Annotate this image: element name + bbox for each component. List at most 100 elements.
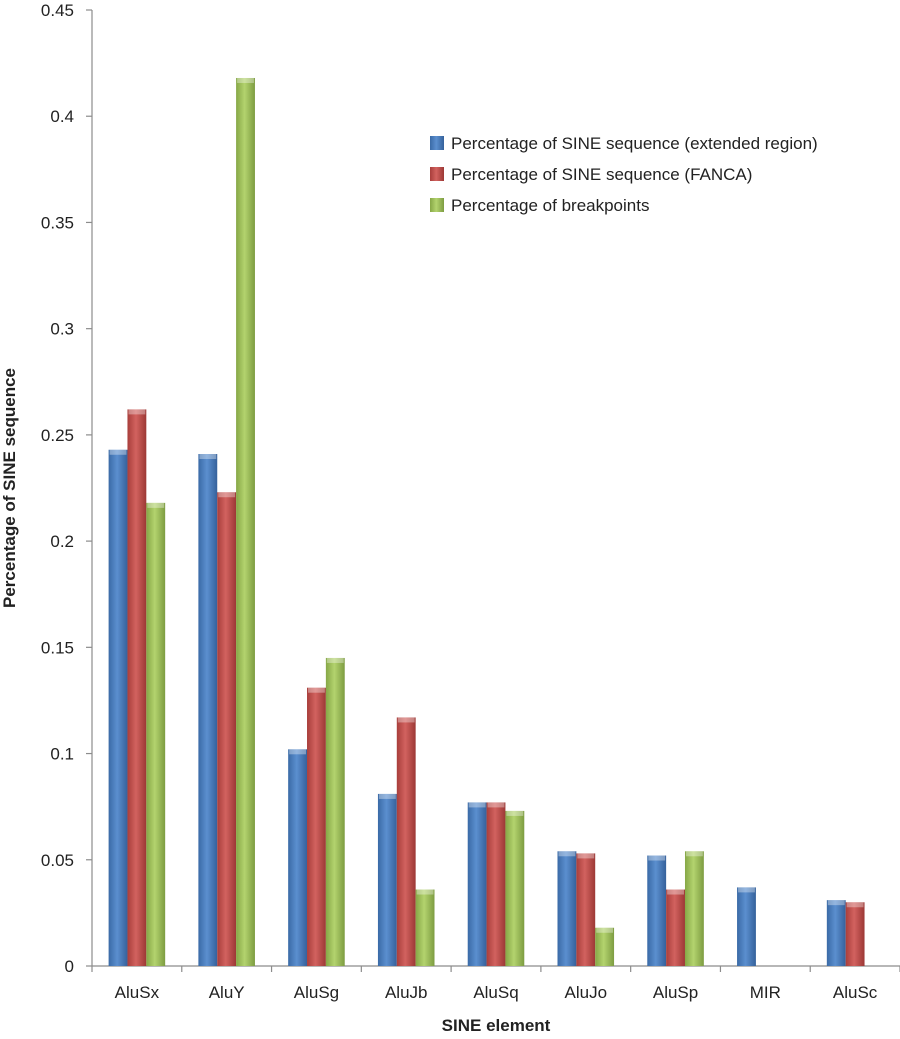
bar-body xyxy=(576,853,596,966)
x-tick-label: AluSg xyxy=(294,983,339,1002)
bar-cap xyxy=(128,409,146,415)
legend-swatch xyxy=(430,136,444,150)
bar-body xyxy=(108,449,128,966)
bar xyxy=(576,853,596,966)
bar xyxy=(396,717,416,966)
bar-cap xyxy=(468,802,486,808)
x-tick-label: AluSp xyxy=(653,983,698,1002)
bar-cap xyxy=(596,927,614,933)
y-tick-label: 0.25 xyxy=(41,426,74,445)
bar-cap xyxy=(685,851,703,857)
y-tick-label: 0.2 xyxy=(50,532,74,551)
bar-cap xyxy=(667,889,684,895)
bar-cap xyxy=(487,802,505,808)
legend-swatch xyxy=(430,167,444,181)
bar-cap xyxy=(308,687,325,693)
bar-body xyxy=(557,851,577,966)
legend-swatch xyxy=(430,198,444,212)
y-ticks: 0 0.05 0.1 0.15 0.2 0.25 0.3 0.35 0.4 0.45 xyxy=(41,1,92,976)
bar xyxy=(127,409,147,966)
bar xyxy=(108,449,128,966)
bar-body xyxy=(127,409,147,966)
bar-cap xyxy=(326,657,344,663)
bar-body xyxy=(288,749,308,966)
bar-cap xyxy=(577,853,595,859)
bar xyxy=(845,902,865,966)
x-tick-label: AluJb xyxy=(385,983,428,1002)
bar-cap xyxy=(109,449,127,455)
legend-label: Percentage of SINE sequence (extended re… xyxy=(451,134,818,153)
bar xyxy=(307,687,326,966)
x-tick-label: MIR xyxy=(750,983,781,1002)
bar xyxy=(146,502,166,966)
bar-body xyxy=(505,810,525,966)
bar-body xyxy=(486,802,506,966)
bar-cap xyxy=(289,749,307,755)
bar xyxy=(684,851,704,966)
bar xyxy=(647,855,667,966)
x-tick-label: AluY xyxy=(209,983,245,1002)
bar-cap xyxy=(416,889,434,895)
bar-cap xyxy=(397,717,415,723)
bar-cap xyxy=(506,810,524,816)
bar-body xyxy=(198,454,218,966)
legend-label: Percentage of breakpoints xyxy=(451,196,649,215)
bar xyxy=(288,749,308,966)
bar xyxy=(505,810,525,966)
y-tick-label: 0.1 xyxy=(50,745,74,764)
bar-body xyxy=(826,900,846,966)
bar-body xyxy=(236,77,255,966)
bar-body xyxy=(217,492,237,966)
bar-cap xyxy=(218,492,236,498)
bar-cap xyxy=(648,855,666,861)
bar xyxy=(826,900,846,966)
bar-body xyxy=(146,502,166,966)
bar-cap xyxy=(147,502,165,508)
bar-body xyxy=(307,687,326,966)
bar-body xyxy=(415,889,435,966)
legend: Percentage of SINE sequence (extended re… xyxy=(430,134,818,215)
bar-body xyxy=(396,717,416,966)
bar-cap xyxy=(199,454,217,460)
x-tick-label: AluSq xyxy=(473,983,518,1002)
x-tick-label: AluJo xyxy=(565,983,608,1002)
bar xyxy=(595,927,615,966)
bar-body xyxy=(737,887,756,966)
bar-cap xyxy=(846,902,864,908)
x-axis-title: SINE element xyxy=(442,1016,551,1035)
bars xyxy=(108,77,865,966)
y-tick-label: 0.4 xyxy=(50,107,74,126)
bar xyxy=(467,802,487,966)
bar-body xyxy=(684,851,704,966)
x-tick-label: AluSc xyxy=(833,983,878,1002)
bar xyxy=(666,889,685,966)
bar-body xyxy=(666,889,685,966)
y-tick-label: 0.35 xyxy=(41,213,74,232)
bar xyxy=(486,802,506,966)
y-tick-label: 0.3 xyxy=(50,320,74,339)
bar-body xyxy=(845,902,865,966)
y-tick-label: 0 xyxy=(65,957,74,976)
x-ticks: AluSx AluY AluSg AluJb AluSq AluJo AluSp MIR Alu… xyxy=(91,966,900,1002)
bar xyxy=(236,77,255,966)
bar-cap xyxy=(378,793,396,799)
legend-label: Percentage of SINE sequence (FANCA) xyxy=(451,165,752,184)
y-axis-title: Percentage of SINE sequence xyxy=(0,368,19,608)
bar-cap xyxy=(237,77,254,83)
bar xyxy=(198,454,218,966)
bar-cap xyxy=(738,887,755,893)
y-tick-label: 0.45 xyxy=(41,1,74,20)
y-tick-label: 0.05 xyxy=(41,851,74,870)
bar xyxy=(557,851,577,966)
bar xyxy=(325,657,345,966)
bar xyxy=(217,492,237,966)
bar-cap xyxy=(827,900,845,906)
bar-cap xyxy=(558,851,576,857)
bar-body xyxy=(595,927,615,966)
bar-body xyxy=(325,657,345,966)
bar xyxy=(737,887,756,966)
bar-body xyxy=(467,802,487,966)
y-tick-label: 0.15 xyxy=(41,638,74,657)
bar xyxy=(415,889,435,966)
